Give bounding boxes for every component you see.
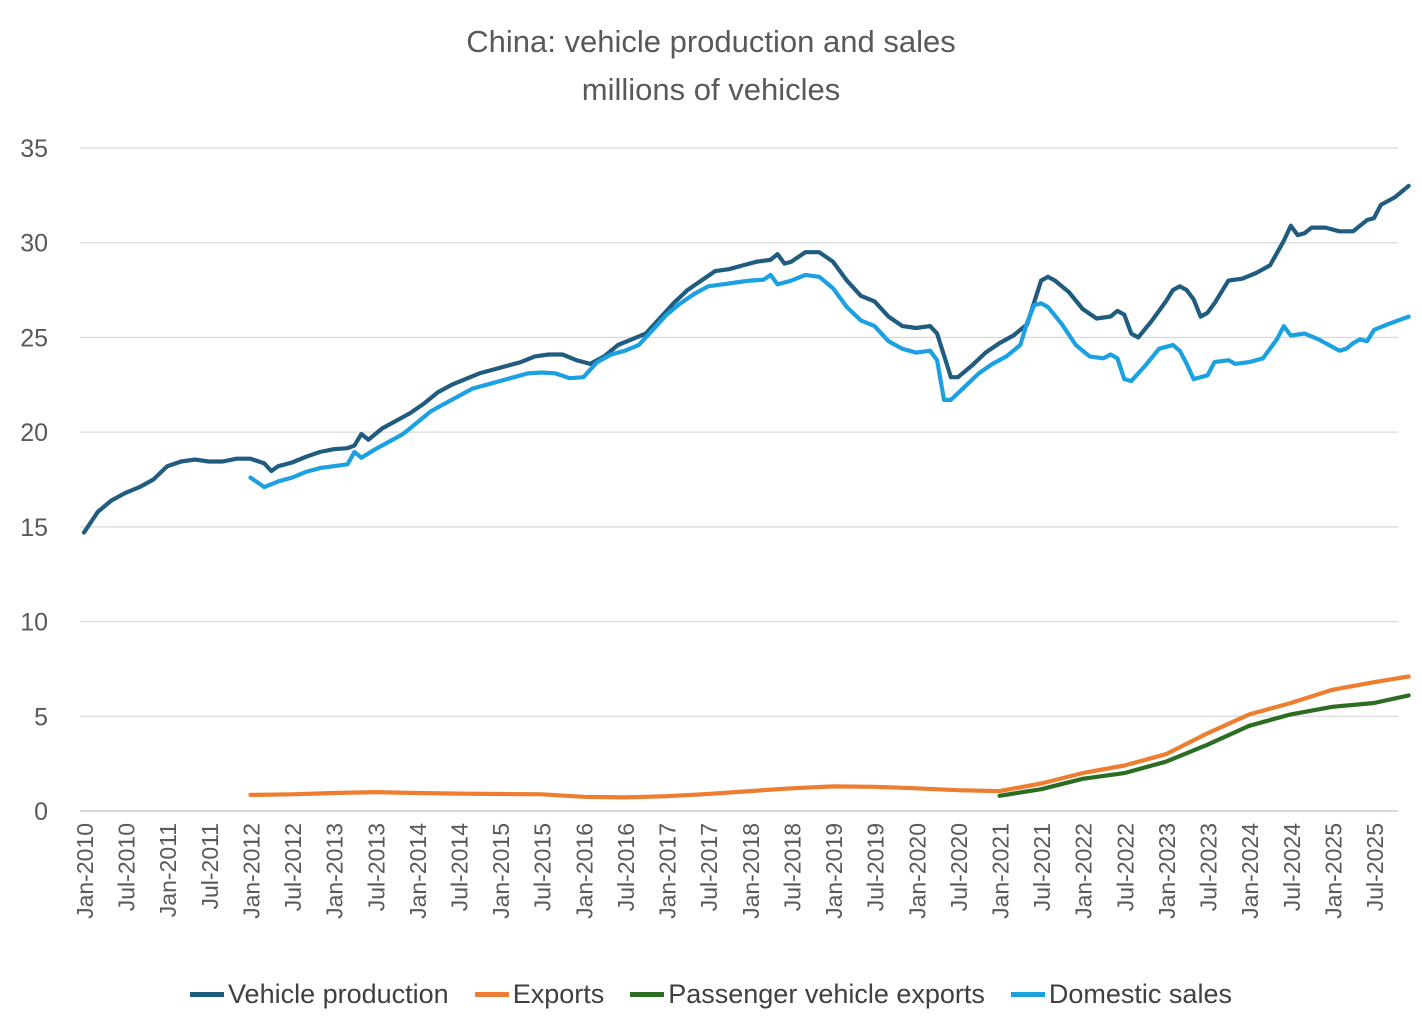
- x-tick-label: Jan-2013: [322, 823, 348, 919]
- y-tick-label: 20: [20, 419, 48, 447]
- chart-title: China: vehicle production and sales: [466, 24, 956, 59]
- legend-item-vehicle-production: Vehicle production: [190, 979, 449, 1010]
- series-line-passenger-vehicle-exports: [997, 693, 1411, 798]
- series-line-vehicle-production: [81, 183, 1411, 535]
- legend-label: Domestic sales: [1048, 978, 1232, 1009]
- y-tick-label: 10: [20, 609, 48, 637]
- x-tick-label: Jul-2017: [696, 823, 722, 911]
- x-tick-label: Jul-2019: [863, 823, 889, 911]
- x-tick-label: Jan-2018: [738, 823, 764, 919]
- series-line-exports: [248, 674, 1411, 800]
- x-tick-label: Jan-2016: [571, 823, 597, 919]
- chart-subtitle: millions of vehicles: [581, 72, 841, 107]
- x-tick-label: Jul-2023: [1196, 823, 1222, 911]
- gridlines: [80, 147, 1398, 812]
- x-tick-label: Jul-2014: [447, 823, 473, 911]
- series-line-domestic-sales: [248, 272, 1411, 490]
- x-tick-label: Jul-2018: [779, 823, 805, 911]
- x-tick-label: Jan-2015: [488, 823, 514, 919]
- y-tick-label: 30: [20, 230, 48, 258]
- x-tick-label: Jan-2025: [1320, 823, 1346, 919]
- y-tick-label: 5: [34, 703, 48, 731]
- legend-swatch: [630, 991, 665, 997]
- legend-item-domestic-sales: Domestic sales: [1010, 978, 1232, 1010]
- y-axis-tick-labels: 0 5 10 15 20 25 30 35: [20, 135, 48, 826]
- y-tick-label: 35: [20, 135, 48, 163]
- legend: Vehicle production Exports Passenger veh…: [0, 974, 1422, 1014]
- x-tick-label: Jul-2016: [613, 823, 639, 911]
- y-tick-label: 25: [20, 324, 48, 352]
- x-tick-label: Jul-2022: [1112, 823, 1138, 911]
- series-lines: [81, 183, 1411, 800]
- x-tick-label: Jan-2012: [238, 823, 264, 919]
- x-tick-label: Jul-2021: [1029, 823, 1055, 911]
- x-tick-label: Jul-2012: [280, 823, 306, 911]
- x-tick-label: Jan-2021: [987, 823, 1013, 919]
- x-tick-label: Jul-2020: [946, 823, 972, 911]
- legend-label: Passenger vehicle exports: [668, 978, 985, 1009]
- x-tick-label: Jan-2014: [405, 823, 431, 919]
- legend-swatch: [474, 991, 509, 997]
- x-tick-label: Jul-2025: [1362, 823, 1388, 911]
- legend-item-exports: Exports: [474, 978, 605, 1010]
- legend-item-passenger-vehicle-exports: Passenger vehicle exports: [630, 979, 985, 1010]
- x-tick-label: Jan-2010: [72, 823, 98, 919]
- y-tick-label: 15: [20, 514, 48, 542]
- x-tick-label: Jul-2013: [363, 823, 389, 911]
- y-tick-label: 0: [34, 798, 48, 826]
- x-tick-label: Jul-2011: [197, 823, 223, 910]
- x-tick-label: Jan-2022: [1071, 823, 1097, 919]
- legend-label: Vehicle production: [228, 978, 449, 1009]
- x-tick-label: Jan-2023: [1154, 823, 1180, 919]
- x-tick-label: Jul-2015: [530, 823, 556, 911]
- x-tick-label: Jan-2019: [821, 823, 847, 919]
- x-tick-label: Jan-2024: [1237, 823, 1263, 919]
- x-tick-label: Jul-2024: [1279, 823, 1305, 911]
- x-tick-label: Jan-2020: [904, 823, 930, 919]
- x-tick-label: Jul-2010: [114, 823, 140, 911]
- legend-swatch: [1010, 991, 1045, 997]
- legend-label: Exports: [512, 978, 605, 1009]
- x-axis-tick-labels: Jan-2010 Jul-2010 Jan-2011 Jul-2011 Jan-2012…: [72, 823, 1388, 919]
- x-tick-label: Jan-2011: [155, 823, 181, 917]
- legend-swatch: [190, 991, 225, 997]
- x-tick-label: Jan-2017: [655, 823, 681, 919]
